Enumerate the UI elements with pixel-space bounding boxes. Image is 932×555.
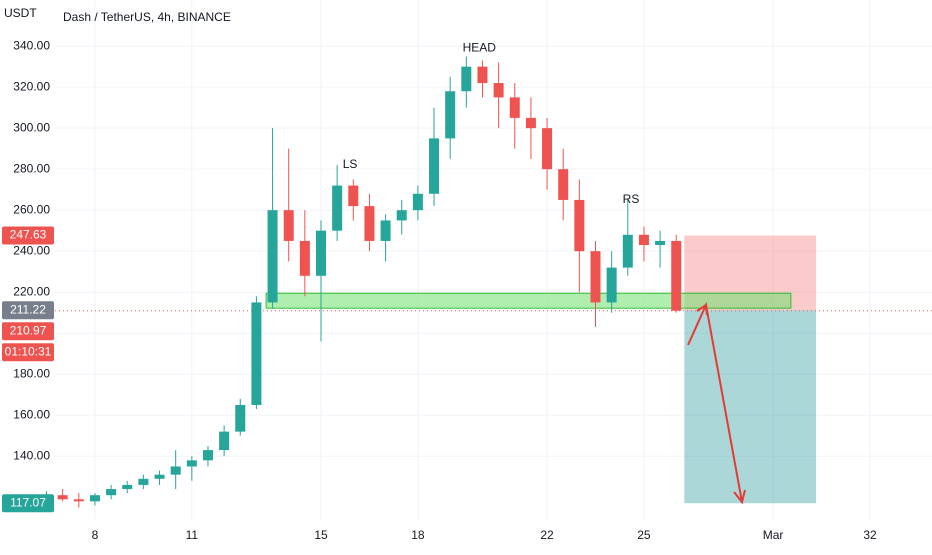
candle-body	[186, 460, 197, 467]
candle-body	[509, 97, 520, 118]
y-axis-label: USDT	[4, 6, 37, 20]
support-zone	[265, 292, 792, 309]
candle-body	[429, 138, 440, 194]
y-tick-label: 240.00	[13, 243, 50, 257]
candle-body	[525, 117, 536, 129]
stop-price-tag: 247.63	[10, 228, 47, 242]
candle-body	[122, 484, 133, 490]
y-tick-label: 300.00	[13, 120, 50, 134]
target-zone	[684, 310, 817, 504]
candle-body	[655, 240, 666, 246]
candle-body	[412, 193, 423, 211]
candle-body	[202, 450, 213, 461]
candle-body	[332, 185, 343, 231]
candle-body	[89, 495, 100, 502]
candle-body	[154, 474, 165, 479]
chart-title: Dash / TetherUS, 4h, BINANCE	[63, 10, 231, 24]
x-tick-label: 22	[540, 528, 554, 542]
candle-body	[493, 83, 504, 98]
arrow-head	[733, 489, 746, 505]
candle-body	[235, 404, 246, 432]
y-tick-label: 140.00	[13, 448, 50, 462]
candle-body	[671, 240, 682, 311]
arrows	[687, 301, 746, 505]
candle-body	[316, 230, 327, 276]
candle-body	[638, 234, 649, 246]
plot: LS HEAD RS	[41, 40, 932, 508]
pattern-label: LS	[343, 157, 358, 171]
axis: 140.00160.00180.00200.00220.00240.00260.…	[2, 38, 877, 542]
candle-body	[170, 466, 181, 475]
candle-body	[445, 91, 456, 139]
pattern-label: HEAD	[463, 40, 497, 54]
y-tick-label: 280.00	[13, 161, 50, 175]
candle-body	[622, 234, 633, 268]
entry-price-tag-bg	[2, 301, 54, 320]
y-tick-label: 260.00	[13, 202, 50, 216]
candle-body	[574, 199, 585, 252]
current-price-tag: 210.97	[10, 323, 47, 337]
x-tick-label: 18	[411, 528, 425, 542]
countdown-bg	[2, 343, 54, 362]
target-price-tag: 117.07	[10, 495, 46, 509]
candle-body	[396, 210, 407, 221]
y-tick-label: 180.00	[13, 366, 50, 380]
candle-body	[380, 220, 391, 241]
candle-body	[461, 66, 472, 92]
pattern-label: RS	[623, 192, 640, 206]
candle-body	[283, 210, 294, 241]
candle-body	[219, 431, 230, 451]
x-tick-label: 11	[186, 528, 199, 542]
countdown: 01:10:31	[5, 344, 52, 358]
y-tick-label: 160.00	[13, 407, 50, 421]
candle-body	[57, 495, 68, 500]
target-price-tag-bg	[2, 494, 54, 513]
x-tick-label: 8	[92, 528, 99, 542]
stop-price-tag-bg	[2, 226, 54, 245]
x-tick-label: 32	[863, 528, 877, 542]
x-tick-label: Mar	[763, 528, 784, 542]
candle-body	[542, 128, 553, 170]
candle-body	[106, 489, 117, 496]
candle-body	[558, 169, 569, 200]
entry-price-tag: 211.22	[10, 302, 46, 316]
current-price-tag-bg	[2, 322, 54, 341]
candle-body	[267, 210, 278, 303]
arrow-head	[696, 303, 708, 316]
y-tick-label: 340.00	[13, 38, 50, 52]
candle-body	[364, 206, 375, 241]
candle-body	[590, 251, 601, 303]
y-tick-label: 320.00	[13, 79, 50, 93]
candle-body	[73, 499, 84, 502]
x-tick-label: 25	[637, 528, 651, 542]
candle-body	[138, 478, 149, 485]
candle-body	[251, 302, 262, 405]
candle-body	[348, 185, 359, 207]
candle-body	[477, 66, 488, 84]
y-tick-label: 220.00	[13, 284, 50, 298]
candle-body	[299, 240, 310, 276]
candle-body	[606, 267, 617, 303]
x-tick-label: 15	[314, 528, 328, 542]
